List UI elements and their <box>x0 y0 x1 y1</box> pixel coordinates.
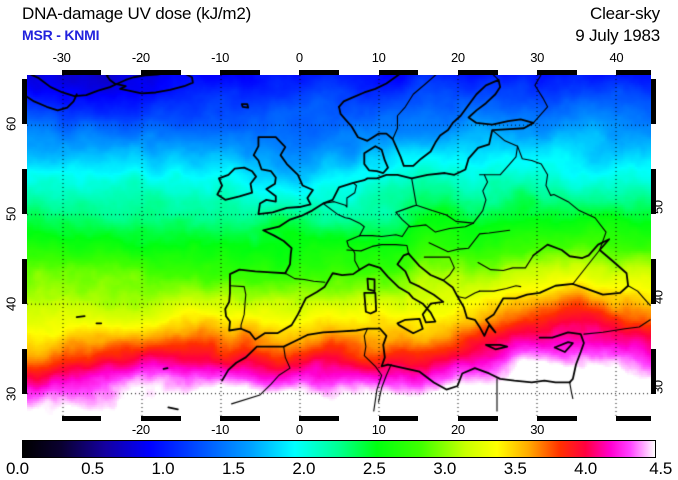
axis-tick-label: 30 <box>530 50 545 65</box>
colorbar-gradient <box>22 440 656 458</box>
axis-tick-label: -20 <box>131 50 150 65</box>
ruler-segment <box>180 70 221 75</box>
institute-label: MSR - KNMI <box>22 27 100 43</box>
ruler-segment <box>180 416 221 421</box>
ruler-segment <box>22 416 62 421</box>
ruler-segment <box>651 214 656 259</box>
ruler-segment <box>651 394 656 421</box>
ruler-segment <box>339 70 379 75</box>
axis-tick-label: 40 <box>609 50 624 65</box>
colorbar-tick-label: 3.5 <box>503 459 527 478</box>
axis-tick-label: 10 <box>371 50 386 65</box>
sky-condition-label: Clear-sky <box>590 4 660 23</box>
ruler-segment <box>339 416 379 421</box>
colorbar-tick-label: 1.0 <box>151 459 175 478</box>
ruler-segment <box>101 70 141 75</box>
ruler-segment <box>418 70 458 75</box>
axis-tick-label: 50 <box>3 207 19 221</box>
axis-ruler-top <box>22 70 656 75</box>
axis-ruler-right <box>651 70 656 421</box>
axis-tick-label: 0 <box>295 50 303 65</box>
colorbar-tick-label: 2.5 <box>362 459 386 478</box>
axis-tick-label: -10 <box>211 422 230 437</box>
colorbar-tick-label: 4.5 <box>649 459 672 478</box>
ruler-segment <box>22 124 27 169</box>
axis-tick-label: 40 <box>3 297 19 311</box>
colorbar-tick-label: 2.0 <box>292 459 316 478</box>
axis-tick-label: 30 <box>530 422 545 437</box>
axis-tick-label: 20 <box>450 50 465 65</box>
axis-tick-label: 50 <box>650 200 666 214</box>
ruler-segment <box>497 416 538 421</box>
axis-tick-label: 30 <box>650 380 666 394</box>
colorbar-tick-label: 1.5 <box>221 459 245 478</box>
ruler-segment <box>22 70 62 75</box>
ruler-segment <box>497 70 538 75</box>
axis-tick-label: -20 <box>131 422 150 437</box>
ruler-segment <box>22 304 27 349</box>
ruler-segment <box>22 70 27 79</box>
colorbar-tick-label: 0.5 <box>81 459 104 478</box>
axis-tick-label: 60 <box>3 117 19 131</box>
axis-ruler-bottom <box>22 416 656 421</box>
ruler-segment <box>22 214 27 259</box>
axis-tick-label: -30 <box>52 50 71 65</box>
ruler-segment <box>259 416 300 421</box>
date-label: 9 July 1983 <box>575 26 660 45</box>
map-plot-area <box>22 70 656 421</box>
ruler-segment <box>101 416 141 421</box>
colorbar-tick-label: 0.0 <box>6 459 29 478</box>
ruler-segment <box>651 124 656 169</box>
axis-tick-label: 30 <box>3 387 19 401</box>
ruler-segment <box>259 70 300 75</box>
ruler-segment <box>576 416 617 421</box>
ruler-segment <box>418 416 458 421</box>
ruler-segment <box>22 394 27 421</box>
colorbar <box>22 440 656 458</box>
page-title: DNA-damage UV dose (kJ/m2) <box>22 4 252 23</box>
ruler-segment <box>576 70 617 75</box>
uv-dose-heatmap-canvas <box>23 71 655 420</box>
ruler-segment <box>651 304 656 349</box>
axis-tick-label: 20 <box>450 422 465 437</box>
axis-tick-label: -10 <box>211 50 230 65</box>
axis-tick-label: 10 <box>371 422 386 437</box>
axis-tick-label: 40 <box>650 290 666 304</box>
colorbar-tick-label: 3.0 <box>433 459 457 478</box>
axis-tick-label: 0 <box>295 422 303 437</box>
colorbar-tick-label: 4.0 <box>574 459 597 478</box>
ruler-segment <box>651 70 656 79</box>
axis-ruler-left <box>22 70 27 421</box>
